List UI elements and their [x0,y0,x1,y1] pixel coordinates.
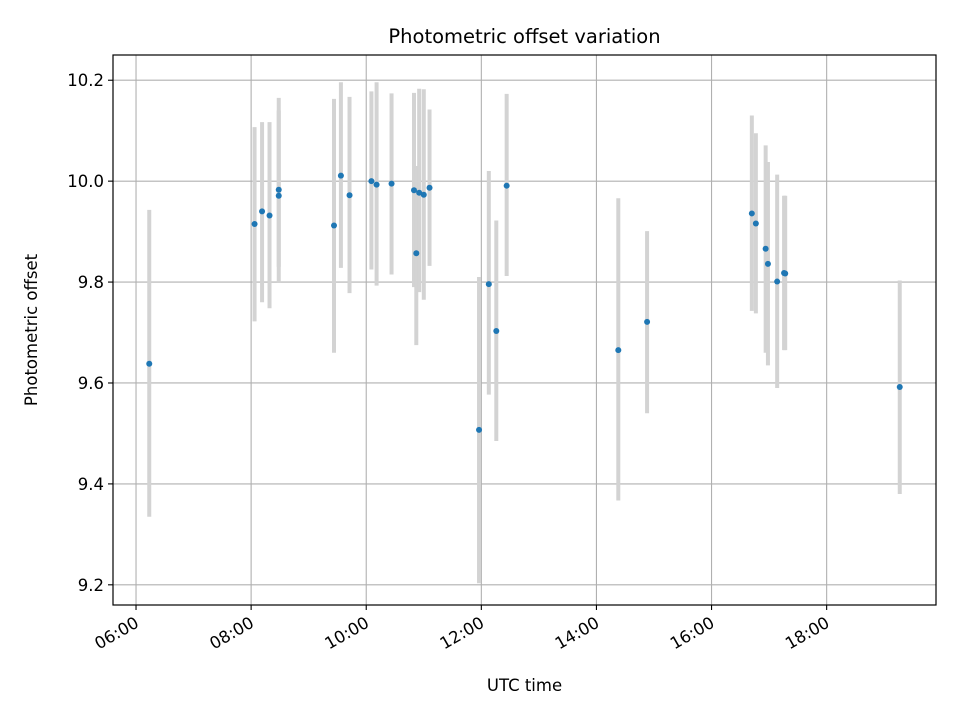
y-tick-label: 9.4 [78,475,104,494]
data-point [764,260,771,267]
axis-ticks: 06:00 08:00 10:00 12:00 14:00 16:00 18:00 9.2 9.… [67,71,832,653]
data-point [275,192,282,199]
data-point [748,210,755,217]
y-tick-label: 9.8 [78,273,104,292]
error-bars [147,82,902,584]
data-point [781,269,788,276]
y-tick-label: 10.0 [67,172,104,191]
data-point [762,245,769,252]
data-points [146,172,903,433]
x-tick-label: 16:00 [667,613,718,653]
data-point [485,281,492,288]
data-point [493,328,500,335]
data-point [420,191,427,198]
data-point [426,184,433,191]
data-point [388,180,395,187]
y-axis-label: Photometric offset [22,253,41,406]
data-point [476,426,483,433]
data-point [644,318,651,325]
y-tick-label: 9.6 [78,374,104,393]
data-point [752,220,759,227]
data-point [416,189,423,196]
data-point [337,172,344,179]
y-tick-label: 9.2 [78,576,104,595]
data-point [346,192,353,199]
x-tick-label: 14:00 [552,613,603,653]
data-point [373,181,380,188]
data-point [615,347,622,354]
x-tick-label: 18:00 [782,613,833,653]
data-point [413,250,420,257]
data-point [266,212,273,219]
data-point [503,182,510,189]
x-tick-label: 06:00 [91,613,142,653]
plot-area-frame [112,54,937,606]
chart-title: Photometric offset variation [388,25,660,48]
data-point [774,278,781,285]
data-point [331,222,338,229]
data-point [259,208,266,215]
data-point [251,221,258,228]
x-tick-label: 10:00 [322,613,373,653]
data-point [146,360,153,367]
grid [113,55,936,605]
y-tick-label: 10.2 [67,71,104,90]
data-point [410,187,417,194]
x-tick-label: 12:00 [437,613,488,653]
x-axis-label: UTC time [487,676,562,695]
x-tick-label: 08:00 [206,613,257,653]
data-point [368,178,375,185]
data-point [896,384,903,391]
data-point [275,186,282,193]
